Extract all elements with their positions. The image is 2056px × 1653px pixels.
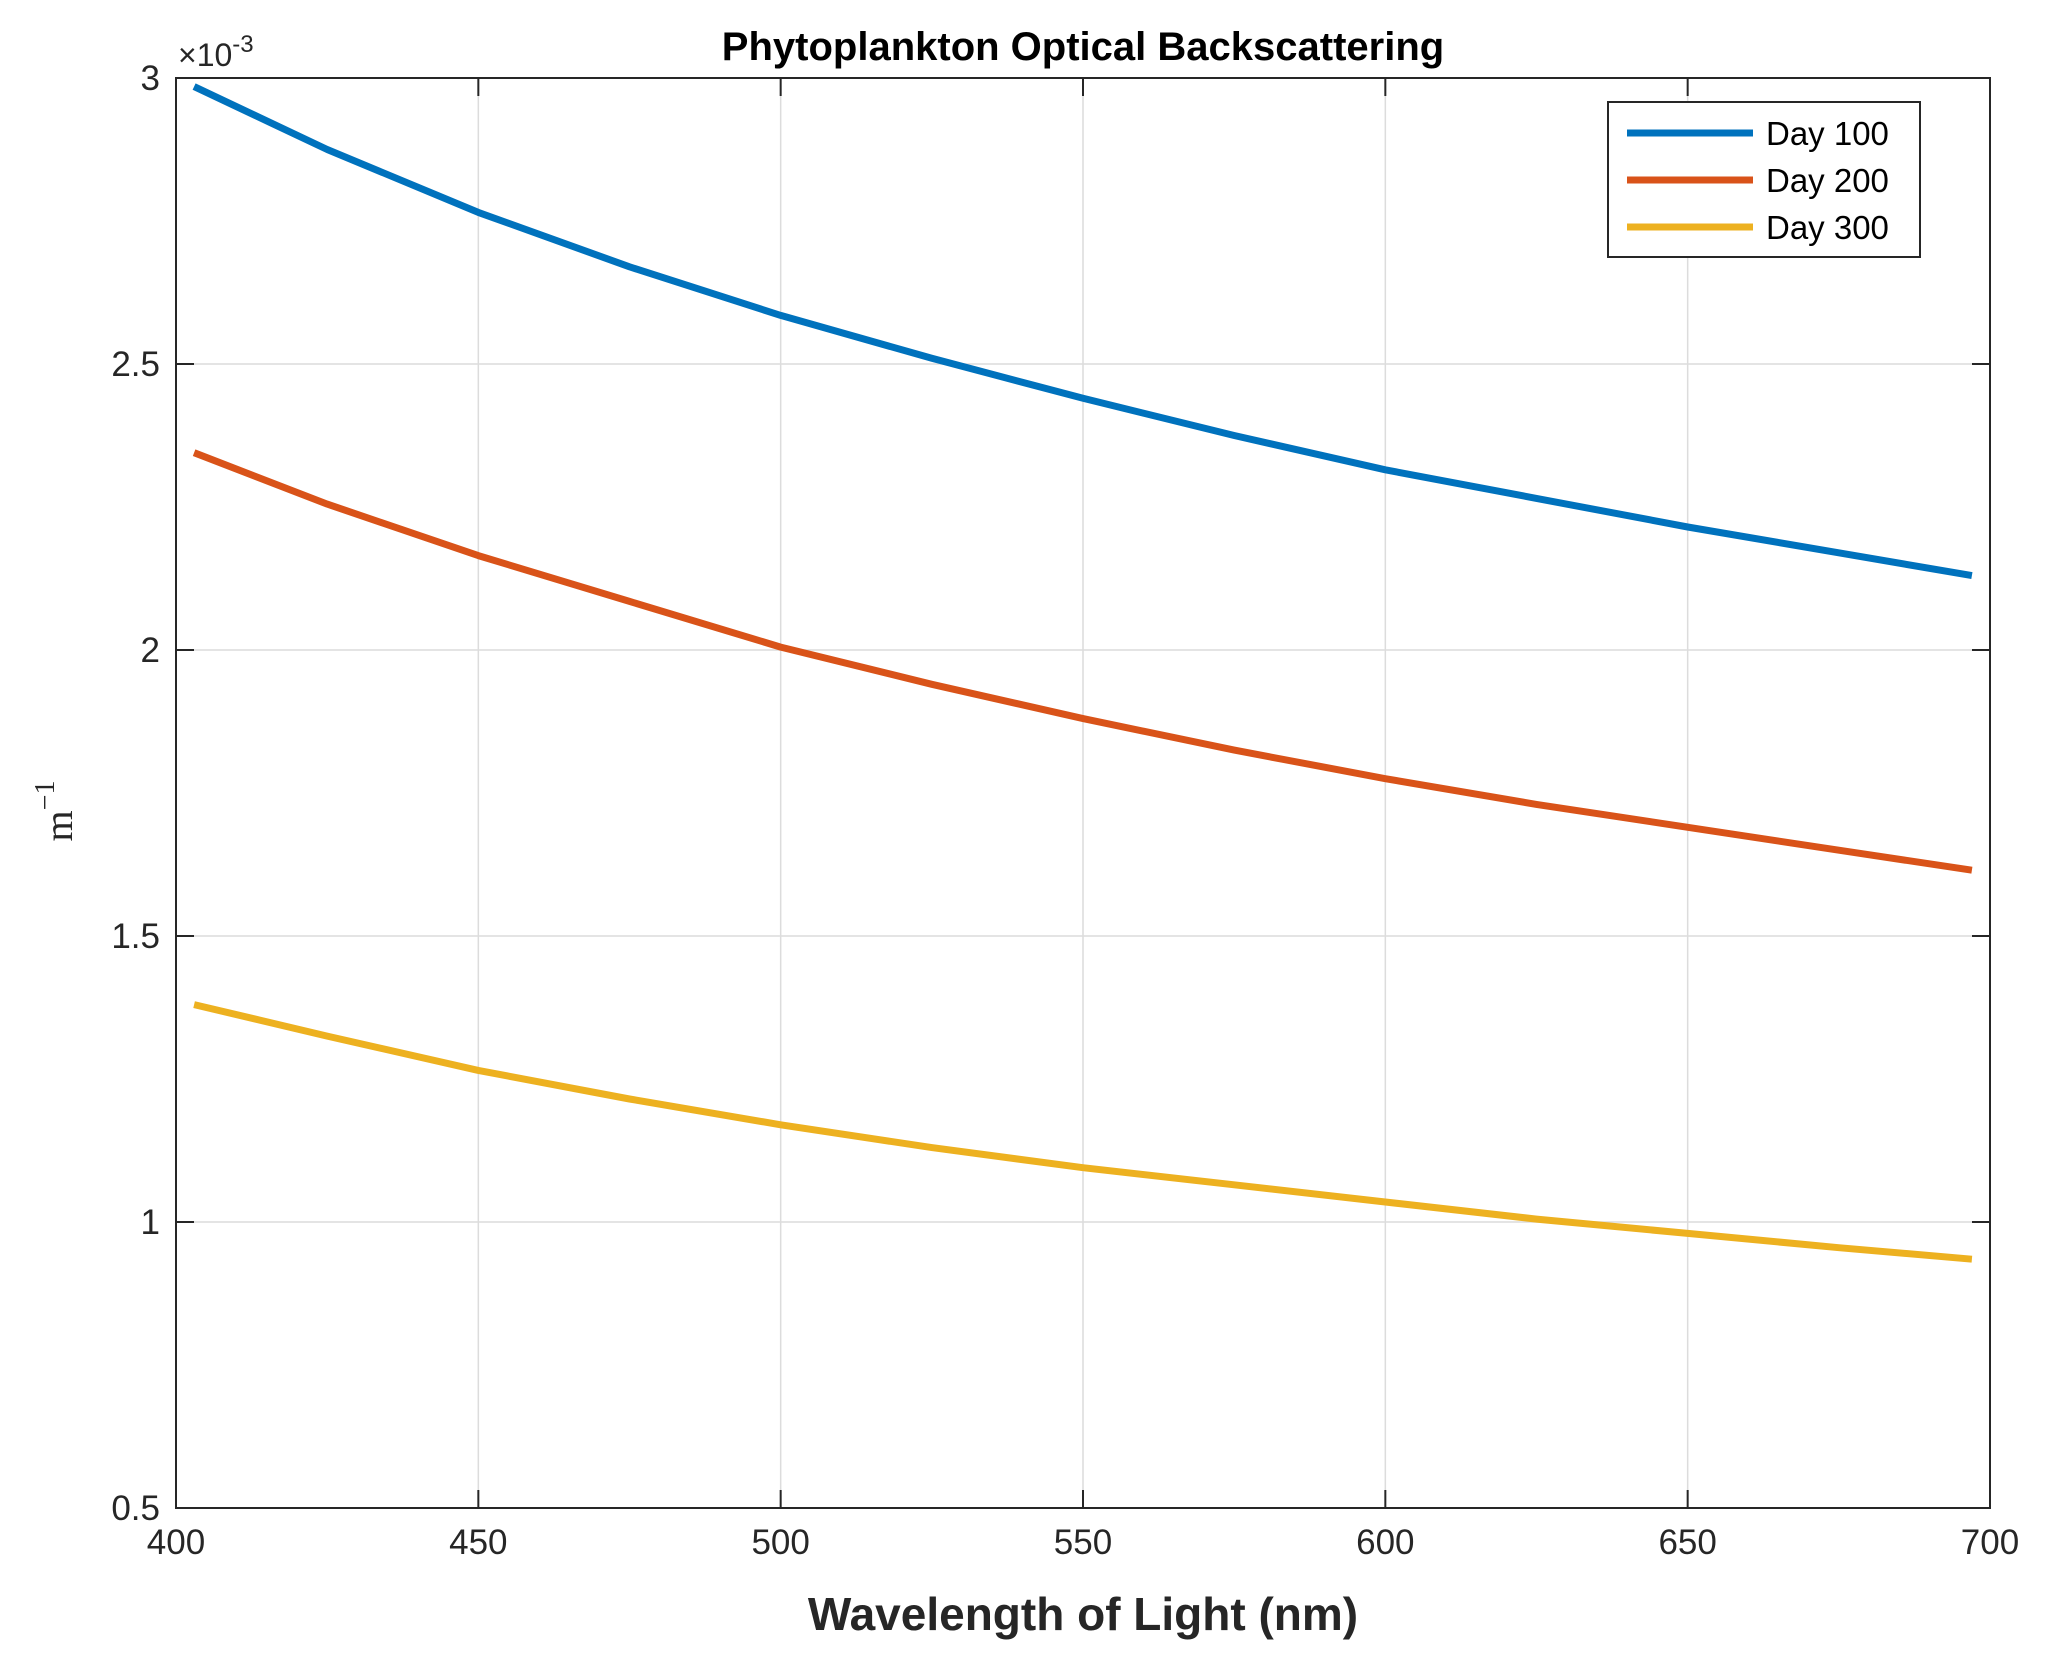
x-tick-label: 500 (751, 1523, 809, 1562)
exponent-power: -3 (232, 31, 253, 58)
x-tick-labels: 400 450 500 550 600 650 700 (147, 1523, 2019, 1562)
legend-label: Day 300 (1766, 209, 1889, 246)
legend: Day 100 Day 200 Day 300 (1607, 101, 1921, 258)
x-tick-label: 450 (449, 1523, 507, 1562)
svg-text:m−1: m−1 (30, 781, 81, 842)
y-tick-label: 2 (141, 631, 160, 670)
x-tick-label: 400 (147, 1523, 205, 1562)
y-tick-label: 0.5 (111, 1489, 160, 1528)
legend-label: Day 100 (1766, 115, 1889, 152)
x-tick-label: 700 (1961, 1523, 2019, 1562)
y-axis-label: m−1 (30, 781, 81, 842)
y-tick-labels: 0.5 1 1.5 2 2.5 3 (111, 59, 160, 1528)
exponent-label: ×10-3 (178, 31, 254, 73)
exponent-prefix: ×10 (178, 37, 232, 73)
y-tick-label: 1 (141, 1203, 160, 1242)
y-tick-label: 2.5 (111, 345, 160, 384)
ticks (175, 77, 1991, 1509)
x-tick-label: 550 (1054, 1523, 1112, 1562)
series-lines (192, 83, 1973, 1263)
series-line-day-100 (192, 83, 1973, 580)
chart-title: Phytoplankton Optical Backscattering (722, 25, 1444, 69)
series-line-day-200 (192, 449, 1973, 874)
y-axis-label-exponent: −1 (30, 781, 61, 811)
y-axis-label-base: m (36, 810, 81, 841)
y-tick-label: 3 (141, 59, 160, 98)
y-tick-label: 1.5 (111, 917, 160, 956)
x-axis-label: Wavelength of Light (nm) (808, 1588, 1358, 1640)
legend-label: Day 200 (1766, 162, 1889, 199)
x-tick-label: 650 (1658, 1523, 1716, 1562)
series-line-day-300 (193, 1001, 1973, 1263)
x-tick-label: 600 (1356, 1523, 1414, 1562)
